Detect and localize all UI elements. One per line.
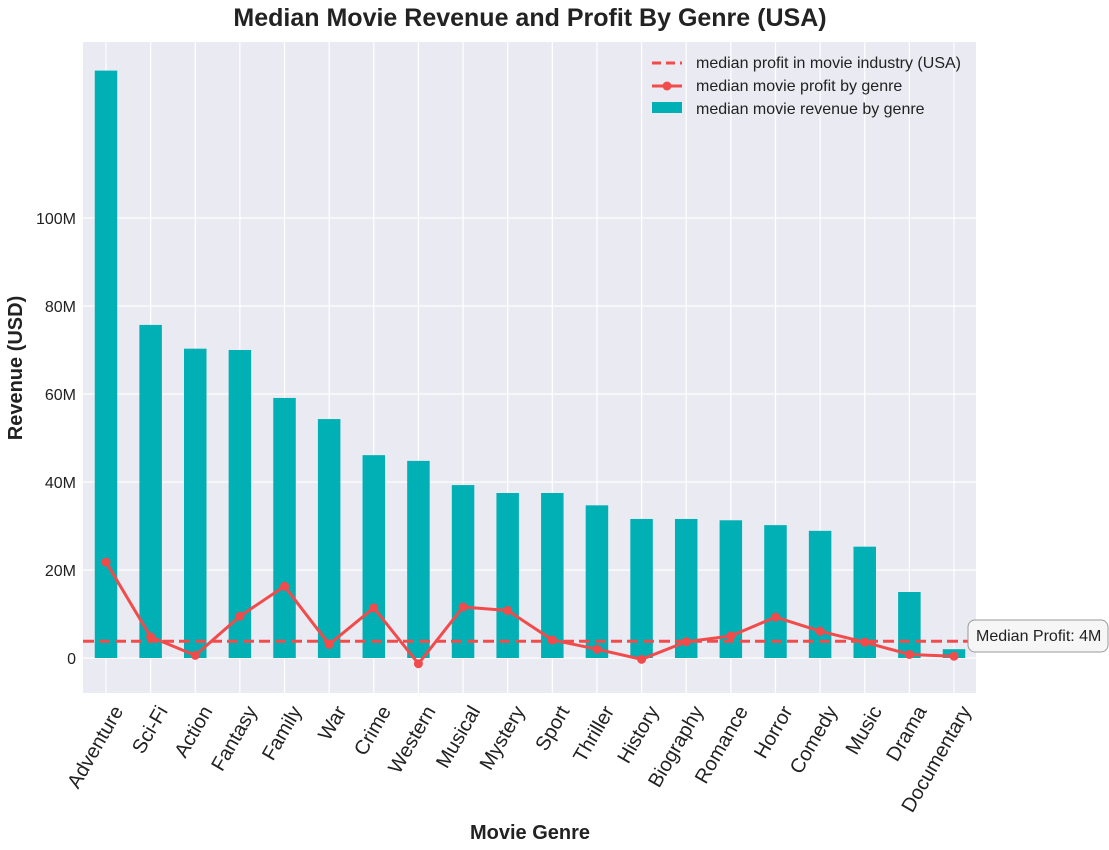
profit-point-war xyxy=(324,639,334,649)
profit-point-documentary xyxy=(949,651,959,661)
legend-label-industry-median: median profit in movie industry (USA) xyxy=(696,55,961,72)
legend-swatch-profit-marker xyxy=(662,81,672,91)
revenue-bar-sport xyxy=(541,493,564,658)
y-tick-label-4: 80M xyxy=(45,299,76,316)
x-tick-label-sci-fi: Sci-Fi xyxy=(128,702,173,757)
y-tick-label-0: 0 xyxy=(67,651,76,668)
revenue-bar-war xyxy=(317,419,341,658)
y-tick-labels: 0 20M 40M 60M 80M 100M xyxy=(36,211,76,668)
profit-point-action xyxy=(190,650,200,660)
annotation-box xyxy=(967,619,1109,653)
profit-point-fantasy xyxy=(235,611,245,621)
profit-point-sport xyxy=(547,635,557,645)
revenue-bar-musical xyxy=(451,485,475,658)
x-tick-label-sport: Sport xyxy=(531,702,574,755)
revenue-bar-crime xyxy=(362,455,386,658)
revenue-bar-romance xyxy=(719,520,743,658)
revenue-bar-mystery xyxy=(496,493,519,658)
chart-title: Median Movie Revenue and Profit By Genre… xyxy=(233,4,826,32)
revenue-bar-sci-fi xyxy=(139,324,162,658)
revenue-bar-comedy xyxy=(808,530,832,658)
revenue-bar-thriller xyxy=(585,505,609,658)
profit-point-romance xyxy=(726,631,736,641)
revenue-bar-action xyxy=(184,348,207,658)
y-tick-label-5: 100M xyxy=(36,211,76,228)
x-tick-label-thriller: Thriller xyxy=(569,702,619,766)
revenue-bar-family xyxy=(273,397,296,658)
profit-line-series xyxy=(101,557,959,669)
legend-swatch-revenue-bar xyxy=(652,102,682,113)
x-tick-label-drama: Drama xyxy=(882,702,931,766)
x-axis-label: Movie Genre xyxy=(470,822,590,844)
y-tick-label-3: 60M xyxy=(45,387,76,404)
revenue-bar-history xyxy=(630,518,653,658)
profit-line xyxy=(104,561,955,666)
x-tick-label-horror: Horror xyxy=(750,702,798,762)
profit-point-horror xyxy=(770,612,780,622)
profit-point-biography xyxy=(681,637,691,647)
profit-point-history xyxy=(637,654,647,664)
legend-label-revenue-bar: median movie revenue by genre xyxy=(696,101,925,118)
median-profit-annotation: Median Profit: 4M xyxy=(967,619,1109,653)
profit-point-family xyxy=(280,581,290,591)
revenue-bars xyxy=(94,70,966,659)
revenue-bar-horror xyxy=(764,525,787,658)
x-tick-label-music: Music xyxy=(842,702,887,758)
annotation-text: Median Profit: 4M xyxy=(976,628,1101,645)
revenue-bar-western xyxy=(407,460,430,658)
profit-point-western xyxy=(413,659,423,669)
legend: median profit in movie industry (USA) me… xyxy=(652,55,961,118)
x-tick-label-family: Family xyxy=(258,702,306,764)
profit-point-mystery xyxy=(503,605,513,615)
y-tick-label-2: 40M xyxy=(45,475,76,492)
profit-point-sci-fi xyxy=(146,632,156,642)
profit-point-drama xyxy=(904,649,914,659)
profit-point-crime xyxy=(369,603,379,613)
revenue-bar-drama xyxy=(898,592,921,658)
x-tick-label-adventure: Adventure xyxy=(63,702,128,792)
x-tick-label-history: History xyxy=(614,702,664,767)
legend-label-profit-line: median movie profit by genre xyxy=(696,78,902,95)
y-axis-label: Revenue (USD) xyxy=(5,296,27,440)
profit-point-comedy xyxy=(815,626,825,636)
plot-background xyxy=(83,42,976,693)
x-tick-label-war: War xyxy=(314,702,351,744)
x-tick-label-action: Action xyxy=(171,702,218,761)
profit-point-music xyxy=(860,637,870,647)
x-tick-label-crime: Crime xyxy=(350,702,396,759)
revenue-bar-fantasy xyxy=(228,350,252,658)
profit-point-thriller xyxy=(592,644,602,654)
y-tick-label-1: 20M xyxy=(45,563,76,580)
revenue-bar-adventure xyxy=(94,70,118,659)
profit-point-musical xyxy=(458,602,468,612)
profit-point-adventure xyxy=(101,557,111,567)
revenue-bar-music xyxy=(853,546,876,658)
revenue-bar-biography xyxy=(674,518,698,658)
